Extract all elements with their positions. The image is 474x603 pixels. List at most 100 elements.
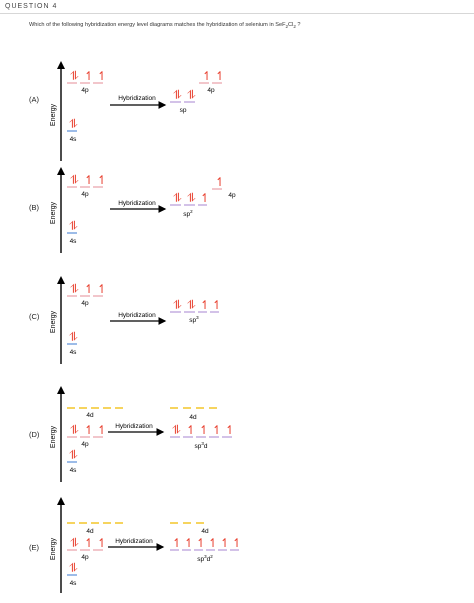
orbital-4p: ⥮ ↿ ↿	[67, 536, 107, 551]
electron-pair: ⥮	[69, 117, 78, 131]
hybrid-label: sp2	[183, 209, 193, 218]
hybrid-orbitals: ↿ ↿ ↿ ↿ ↿ ↿	[170, 536, 242, 551]
orbital-4s: ⥮	[67, 448, 78, 463]
orbital-4s: ⥮	[67, 117, 78, 132]
diagram-a: Energy ⥮ ↿ ↿ 4p ⥮ 4s Hybridization ⥮ ⥮ s…	[50, 61, 225, 161]
electron-pair: ⥮	[69, 448, 78, 462]
electron-up: ↿	[199, 423, 209, 437]
energy-label: Energy	[50, 201, 57, 224]
energy-label: Energy	[50, 425, 57, 448]
electron-up: ↿	[97, 282, 107, 296]
option-letter: (A)	[29, 95, 39, 104]
electron-up: ↿	[225, 423, 235, 437]
question-subscript-f: 2	[285, 24, 289, 30]
electron-pair: ⥮	[70, 173, 79, 187]
electron-up: ↿	[97, 536, 107, 550]
electron-up: ↿	[84, 423, 94, 437]
orbital-4p-label: 4p	[81, 300, 89, 307]
hybrid-label: sp3d2	[197, 554, 213, 563]
electron-pair: ⥮	[70, 282, 79, 296]
electron-up: ↿	[215, 175, 225, 189]
orbital-4s-label: 4s	[70, 349, 78, 356]
hybridization-label: Hybridization	[118, 200, 156, 207]
hybridization-label: Hybridization	[115, 538, 153, 545]
orbital-4p-label: 4p	[81, 87, 89, 94]
orbital-4s-label: 4s	[70, 238, 78, 245]
hybrid-orbitals: ⥮ ⥮	[170, 88, 196, 103]
electron-pair: ⥮	[69, 561, 78, 575]
electron-up: ↿	[212, 423, 222, 437]
option-d[interactable]: Energy 4d ⥮ ↿ ↿ 4p ⥮ 4s Hybridization	[0, 382, 474, 492]
question-text: Which of the following hybridization ene…	[29, 22, 301, 29]
electron-up: ↿	[196, 536, 206, 550]
electron-up: ↿	[97, 69, 107, 83]
orbital-4p-label: 4p	[81, 191, 89, 198]
question-text-part2: Cl	[288, 22, 294, 28]
question-title: QUESTION 4	[5, 3, 58, 10]
energy-axis-arrowhead	[57, 497, 65, 505]
unhybridized-4p-label: 4p	[228, 192, 236, 199]
electron-up: ↿	[200, 191, 210, 205]
electron-up: ↿	[84, 173, 94, 187]
electron-pair: ⥮	[69, 330, 78, 344]
hybrid-label: sp	[180, 107, 187, 114]
energy-label: Energy	[50, 537, 57, 560]
electron-up: ↿	[208, 536, 218, 550]
hybrid-orbitals: ⥮ ⥮ ↿ ↿	[170, 298, 222, 313]
option-letter: (D)	[29, 430, 40, 439]
electron-up: ↿	[212, 298, 222, 312]
question-text-part3: ?	[295, 22, 301, 28]
option-letter: (C)	[29, 312, 40, 321]
electron-pair: ⥮	[173, 298, 182, 312]
electron-up: ↿	[200, 298, 210, 312]
hybridization-label: Hybridization	[118, 312, 156, 319]
hybrid-orbitals: ⥮ ↿ ↿ ↿ ↿	[170, 423, 235, 438]
orbital-4p: ⥮ ↿ ↿	[67, 282, 107, 297]
electron-pair: ⥮	[187, 298, 196, 312]
hybrid-label: sp3d	[194, 441, 207, 450]
hybridization-label: Hybridization	[115, 423, 153, 430]
electron-up: ↿	[215, 69, 225, 83]
electron-up: ↿	[84, 69, 94, 83]
orbital-4s: ⥮	[67, 561, 78, 576]
orbital-4s: ⥮	[67, 330, 78, 345]
hybrid-label: sp3	[189, 315, 199, 324]
option-c[interactable]: Energy ⥮ ↿ ↿ 4p ⥮ 4s Hybridization ⥮ ⥮ ↿…	[0, 272, 474, 382]
energy-axis-arrowhead	[57, 386, 65, 394]
energy-axis-arrowhead	[57, 167, 65, 175]
electron-pair: ⥮	[172, 423, 181, 437]
diagram-d: Energy 4d ⥮ ↿ ↿ 4p ⥮ 4s Hybridization	[50, 386, 235, 482]
option-letter: (E)	[29, 543, 39, 552]
electron-pair: ⥮	[70, 536, 79, 550]
energy-axis-arrowhead	[57, 276, 65, 284]
energy-axis-arrowhead	[57, 61, 65, 69]
question-subscript-cl: 2	[293, 24, 296, 30]
option-e[interactable]: Energy 4d ⥮ ↿ ↿ 4p ⥮ 4s Hybridization	[0, 493, 474, 603]
orbital-4p: ⥮ ↿ ↿	[67, 173, 107, 188]
unhybridized-4d-label: 4d	[189, 414, 197, 421]
electron-up: ↿	[232, 536, 242, 550]
orbital-4p: ⥮ ↿ ↿	[67, 423, 107, 438]
electron-up: ↿	[84, 282, 94, 296]
electron-pair: ⥮	[187, 191, 196, 205]
orbital-4s: ⥮	[67, 219, 78, 234]
option-a[interactable]: Energy ⥮ ↿ ↿ 4p ⥮ 4s Hybridization ⥮ ⥮ s…	[0, 55, 474, 165]
hybridization-label: Hybridization	[118, 95, 156, 102]
electron-up: ↿	[184, 536, 194, 550]
electron-up: ↿	[186, 423, 196, 437]
unhybridized-4p-label: 4p	[207, 87, 215, 94]
electron-up: ↿	[84, 536, 94, 550]
diagram-b: Energy ⥮ ↿ ↿ 4p ⥮ 4s Hybridization ⥮ ⥮ ↿…	[50, 167, 236, 253]
orbital-4d-label: 4d	[86, 528, 94, 535]
orbital-4p: ⥮ ↿ ↿	[67, 69, 107, 84]
electron-pair: ⥮	[70, 69, 79, 83]
energy-label: Energy	[50, 310, 57, 333]
electron-up: ↿	[172, 536, 182, 550]
orbital-4s-label: 4s	[70, 467, 78, 474]
question-header: QUESTION 4	[0, 0, 474, 16]
orbital-4s-label: 4s	[70, 580, 78, 587]
option-b[interactable]: Energy ⥮ ↿ ↿ 4p ⥮ 4s Hybridization ⥮ ⥮ ↿…	[0, 163, 474, 273]
orbital-4s-label: 4s	[70, 136, 78, 143]
electron-pair: ⥮	[173, 191, 182, 205]
header-divider	[0, 13, 474, 14]
